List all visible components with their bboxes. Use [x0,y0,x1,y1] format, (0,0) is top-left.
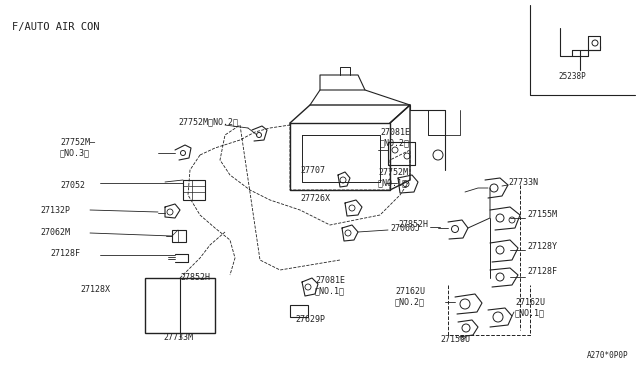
Text: 27162U
〈NO.1〉: 27162U 〈NO.1〉 [515,298,545,318]
Bar [183,180,205,200]
Text: 27156U: 27156U [440,336,470,344]
Bar [290,305,308,317]
Text: 27128F: 27128F [527,267,557,276]
Text: 27852H: 27852H [398,219,428,228]
Text: 27852H: 27852H [180,273,210,282]
Text: A270*0P0P: A270*0P0P [586,351,628,360]
Text: 27052: 27052 [60,180,85,189]
Text: 27629P: 27629P [295,315,325,324]
Text: 27081E
〈NO.2〉: 27081E 〈NO.2〉 [380,128,410,148]
Text: 27752M
〈NO.1〉: 27752M 〈NO.1〉 [378,168,408,188]
Text: 27132P: 27132P [40,205,70,215]
Text: 27155M: 27155M [527,209,557,218]
Text: 27128F: 27128F [50,250,80,259]
Text: 27128X: 27128X [80,285,110,295]
Bar [145,278,215,333]
Text: F/AUTO AIR CON: F/AUTO AIR CON [12,22,99,32]
Text: 27752M—
〈NO.3〉: 27752M— 〈NO.3〉 [60,138,95,158]
Text: 25238P: 25238P [558,72,586,81]
Text: 27062M: 27062M [40,228,70,237]
Text: 27162U
〈NO.2〉: 27162U 〈NO.2〉 [395,287,425,307]
Text: 27128Y: 27128Y [527,241,557,250]
Text: 27733M: 27733M [163,334,193,343]
Text: 27752M〈NO.2〉: 27752M〈NO.2〉 [178,118,238,126]
Text: 27726X: 27726X [300,193,330,202]
Text: 27707: 27707 [300,166,325,174]
Bar [172,230,186,242]
Text: 27081E
〈NO.1〉: 27081E 〈NO.1〉 [315,276,345,296]
Text: 27733N: 27733N [508,177,538,186]
Text: 27060J: 27060J [390,224,420,232]
